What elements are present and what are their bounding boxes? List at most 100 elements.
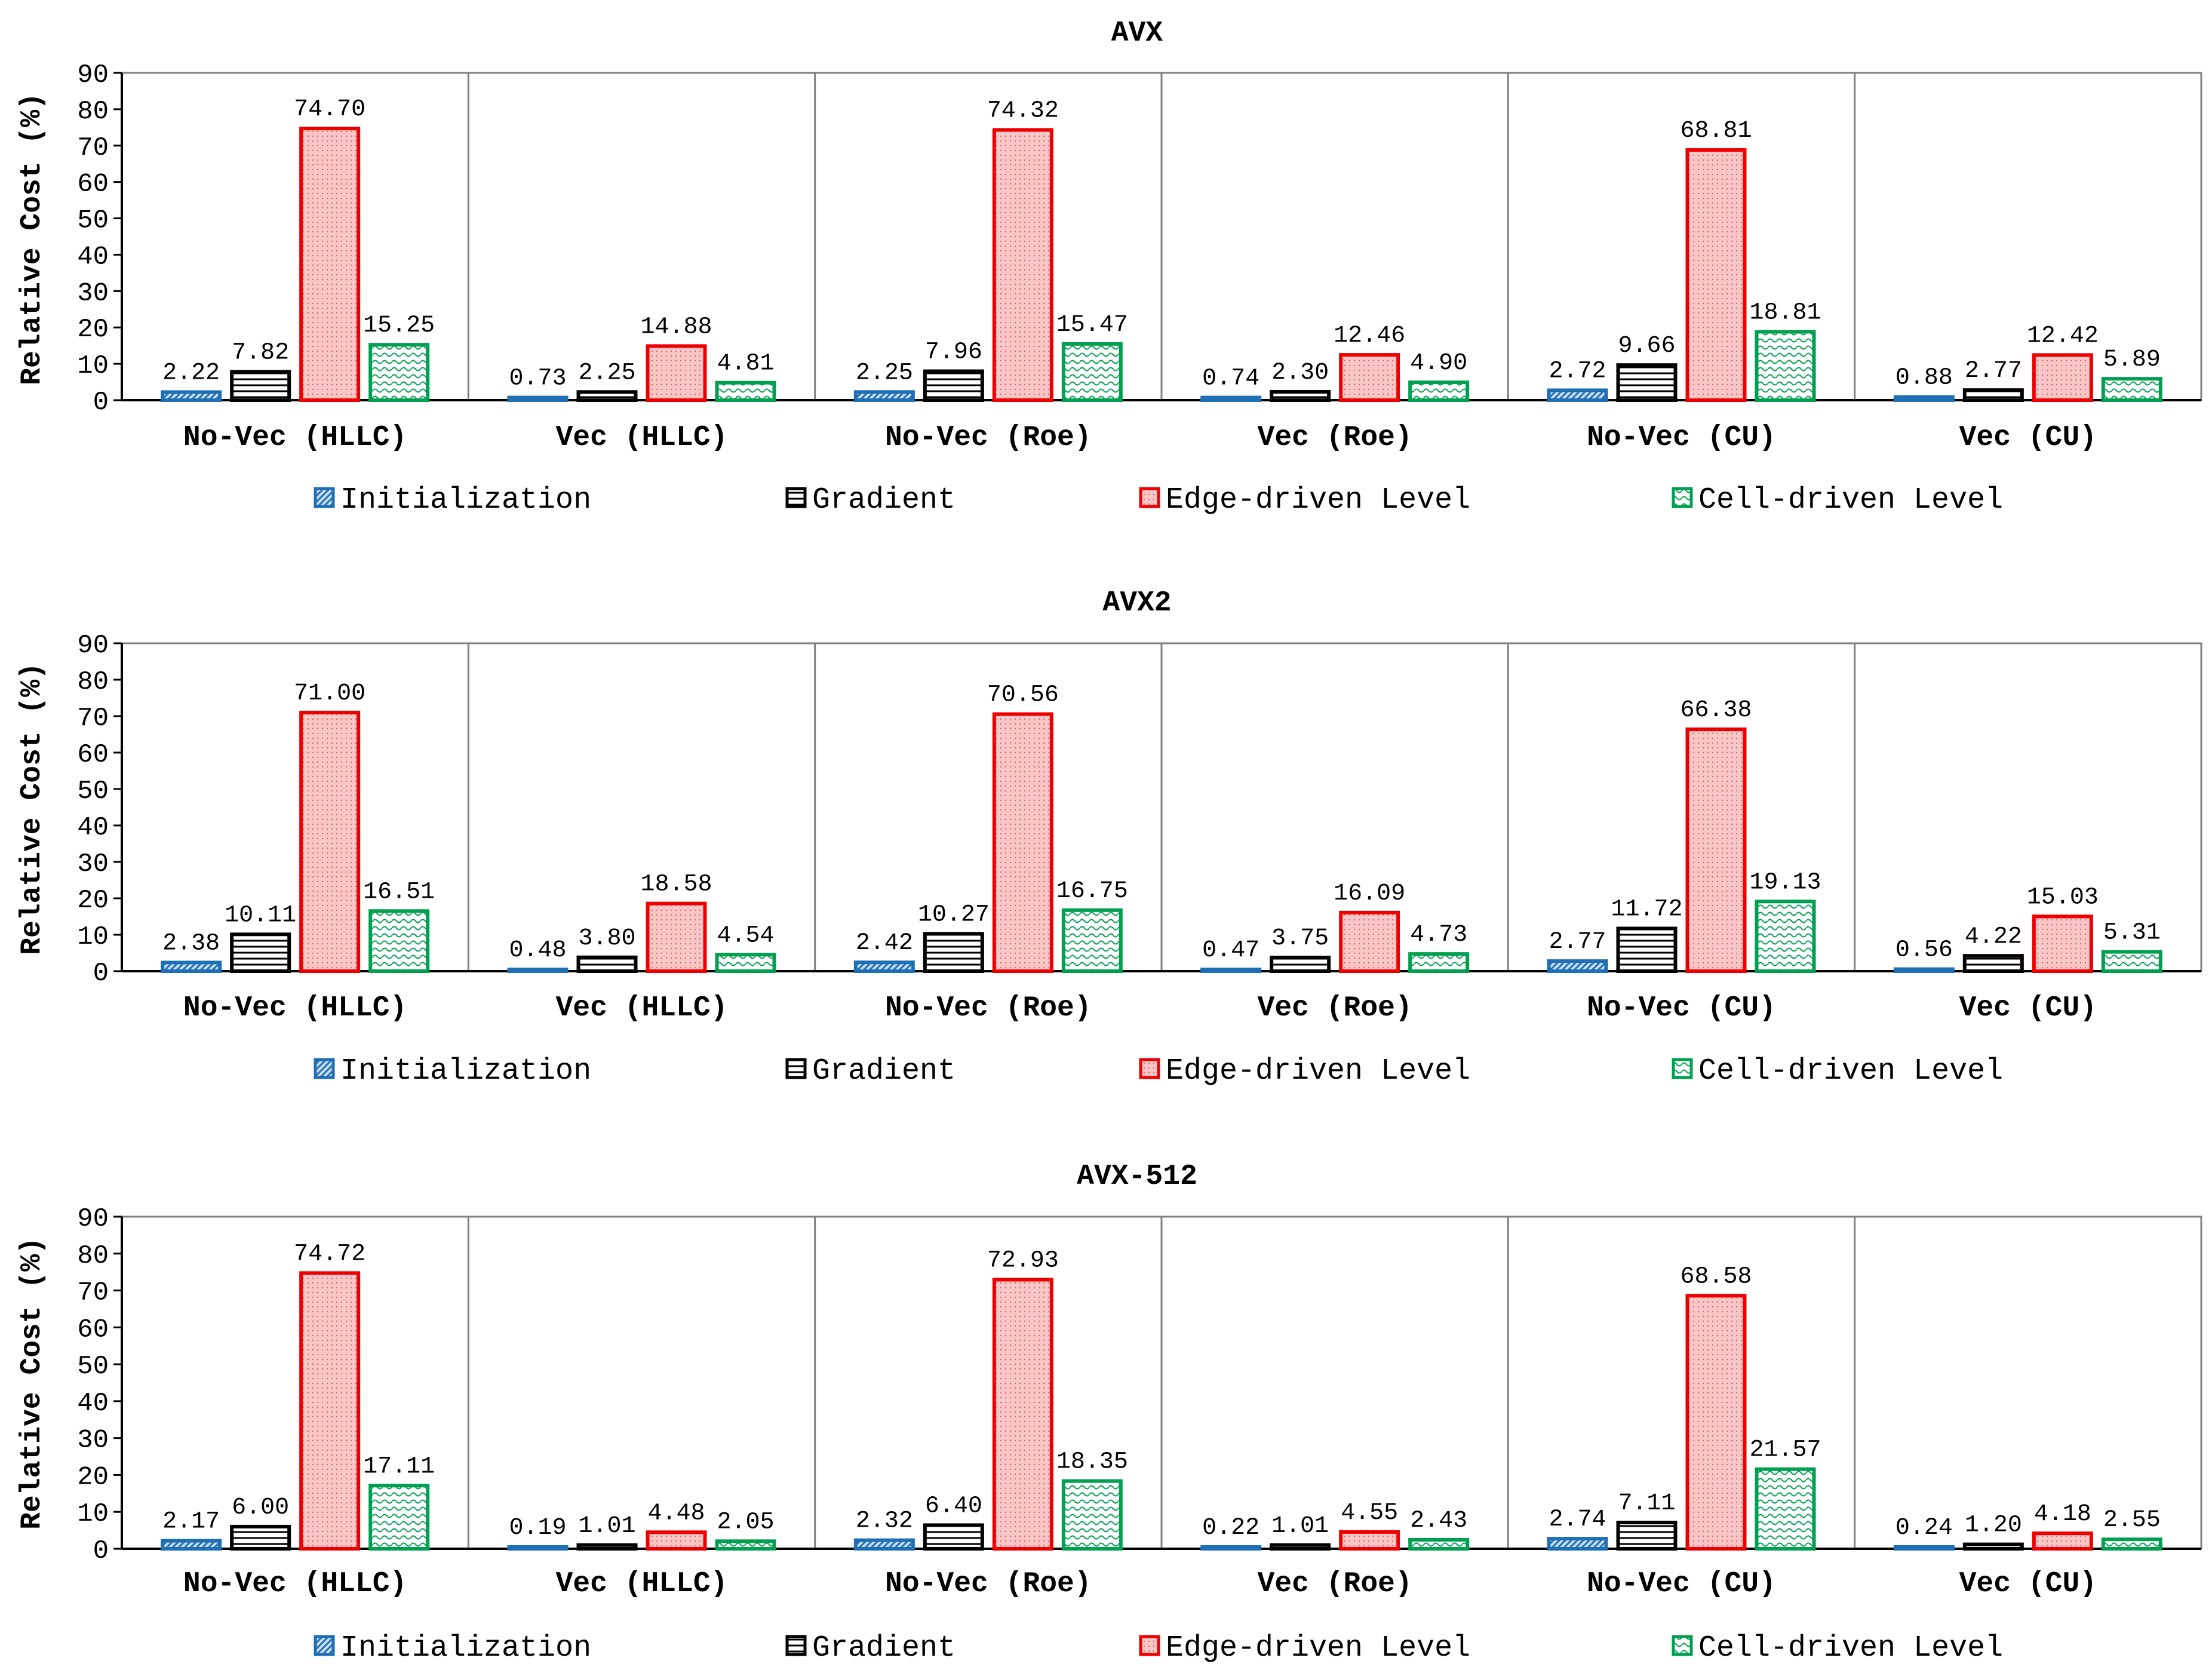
bar-edge-driven-level-1 bbox=[646, 901, 707, 973]
y-tick-label: 70 bbox=[77, 704, 109, 733]
legend-label: Gradient bbox=[812, 1054, 956, 1088]
legend-label: Cell-driven Level bbox=[1698, 483, 2003, 517]
data-label: 66.38 bbox=[1680, 697, 1752, 724]
legend-label: Edge-driven Level bbox=[1166, 483, 1470, 517]
category-label: Vec (Roe) bbox=[1258, 422, 1412, 454]
legend-swatch bbox=[314, 1058, 335, 1079]
legend-swatch bbox=[1139, 1635, 1160, 1656]
legend: Initialization Gradient Edge-driven Level C… bbox=[314, 483, 2003, 517]
y-tick-label: 20 bbox=[77, 315, 109, 345]
legend: Initialization Gradient Edge-driven Level C… bbox=[314, 1631, 2003, 1665]
data-label: 16.75 bbox=[1056, 878, 1128, 905]
data-label: 2.42 bbox=[856, 930, 913, 957]
legend-label: Edge-driven Level bbox=[1166, 1631, 1470, 1665]
y-tick-label: 10 bbox=[77, 1499, 109, 1529]
bar-cell-driven-level-1 bbox=[715, 953, 776, 974]
category-label: No-Vec (HLLC) bbox=[183, 422, 407, 454]
data-label: 2.25 bbox=[856, 360, 913, 386]
data-label: 4.81 bbox=[717, 351, 774, 377]
bar-gradient-5 bbox=[1962, 1542, 2024, 1551]
bar-cell-driven-level-5 bbox=[2101, 950, 2162, 974]
bar-cell-driven-level-2 bbox=[1061, 908, 1123, 973]
y-axis-ticks: 0 10 20 30 40 50 60 70 80 90 bbox=[77, 1204, 2201, 1566]
data-label: 16.51 bbox=[363, 879, 435, 905]
data-label: 7.96 bbox=[925, 339, 982, 366]
y-tick-label: 50 bbox=[77, 776, 109, 806]
bar-gradient-1 bbox=[576, 955, 638, 973]
bars: 2.22 0.73 2.25 0.74 2.72 0.88 7.82 2.25 7.96 2.30… bbox=[161, 96, 2162, 403]
y-tick-label: 80 bbox=[77, 667, 109, 697]
legend-swatch bbox=[1672, 487, 1693, 508]
bar-cell-driven-level-0 bbox=[368, 343, 430, 403]
y-axis-label: Relative Cost (%) bbox=[16, 662, 48, 955]
bar-edge-driven-level-2 bbox=[992, 712, 1053, 973]
category-labels: No-Vec (HLLC) Vec (HLLC) No-Vec (Roe) Vec (… bbox=[183, 422, 2097, 454]
bar-initialization-0 bbox=[161, 390, 222, 402]
data-label: 6.40 bbox=[925, 1493, 982, 1519]
data-label: 0.47 bbox=[1202, 937, 1259, 964]
bar-initialization-4 bbox=[1547, 1537, 1608, 1551]
y-tick-label: 0 bbox=[93, 959, 109, 989]
data-label: 5.31 bbox=[2103, 920, 2161, 947]
panel-avx: AVX Relative Cost (%) 0 10 20 30 40 50 60 70 80 9… bbox=[16, 17, 2202, 517]
bar-initialization-1 bbox=[507, 395, 569, 403]
bar-cell-driven-level-1 bbox=[715, 1539, 776, 1551]
data-label: 2.38 bbox=[162, 930, 220, 957]
category-label: Vec (Roe) bbox=[1258, 992, 1412, 1024]
y-tick-label: 60 bbox=[77, 1315, 109, 1344]
bar-edge-driven-level-4 bbox=[1685, 148, 1747, 402]
data-label: 2.30 bbox=[1271, 360, 1329, 386]
data-label: 14.88 bbox=[640, 314, 712, 340]
legend-swatch bbox=[314, 487, 335, 508]
data-label: 4.54 bbox=[717, 922, 774, 949]
bar-gradient-3 bbox=[1270, 1543, 1331, 1551]
y-tick-label: 80 bbox=[77, 97, 109, 127]
bar-initialization-5 bbox=[1893, 1545, 1955, 1551]
category-label: Vec (HLLC) bbox=[555, 422, 727, 454]
y-tick-label: 10 bbox=[77, 922, 109, 952]
bar-initialization-1 bbox=[507, 1545, 569, 1551]
legend-swatch bbox=[785, 487, 807, 508]
data-label: 4.73 bbox=[1410, 922, 1467, 948]
data-label: 10.11 bbox=[225, 902, 296, 929]
panel-avx-512: AVX-512 Relative Cost (%) 0 10 20 30 40 50 60 7… bbox=[16, 1161, 2202, 1665]
data-label: 74.70 bbox=[294, 96, 365, 123]
bar-edge-driven-level-3 bbox=[1339, 1530, 1400, 1551]
bar-edge-driven-level-1 bbox=[646, 1530, 707, 1551]
bar-cell-driven-level-3 bbox=[1408, 1537, 1470, 1551]
category-label: No-Vec (CU) bbox=[1587, 992, 1776, 1024]
bar-edge-driven-level-2 bbox=[992, 128, 1053, 402]
bar-initialization-4 bbox=[1547, 959, 1608, 974]
category-label: Vec (HLLC) bbox=[555, 992, 727, 1024]
category-label: No-Vec (Roe) bbox=[885, 422, 1092, 454]
legend-label: Gradient bbox=[812, 1631, 956, 1665]
bar-initialization-2 bbox=[853, 1538, 915, 1551]
data-label: 0.88 bbox=[1895, 365, 1953, 392]
bar-gradient-1 bbox=[576, 390, 638, 402]
data-label: 4.55 bbox=[1341, 1500, 1398, 1527]
data-label: 0.48 bbox=[509, 937, 566, 964]
legend-label: Cell-driven Level bbox=[1698, 1631, 2003, 1665]
data-label: 5.89 bbox=[2103, 346, 2161, 373]
bar-edge-driven-level-4 bbox=[1685, 727, 1747, 974]
bar-gradient-2 bbox=[923, 369, 984, 403]
y-tick-label: 0 bbox=[93, 388, 109, 418]
data-label: 4.22 bbox=[1965, 923, 2022, 950]
y-tick-label: 10 bbox=[77, 351, 109, 381]
category-label: Vec (Roe) bbox=[1258, 1568, 1412, 1600]
bar-cell-driven-level-0 bbox=[368, 1484, 430, 1551]
bar-edge-driven-level-3 bbox=[1339, 353, 1400, 402]
y-tick-label: 40 bbox=[77, 242, 109, 272]
data-label: 17.11 bbox=[363, 1453, 435, 1480]
panel-title: AVX bbox=[1111, 17, 1163, 50]
legend-label: Initialization bbox=[340, 1631, 591, 1665]
y-tick-label: 60 bbox=[77, 740, 109, 770]
data-label: 0.24 bbox=[1895, 1515, 1953, 1542]
data-label: 2.25 bbox=[578, 360, 635, 386]
legend-swatch bbox=[785, 1635, 807, 1656]
bar-initialization-2 bbox=[853, 960, 915, 974]
panel-gridlines bbox=[121, 1215, 2202, 1550]
bar-edge-driven-level-5 bbox=[2032, 1531, 2093, 1551]
bar-cell-driven-level-2 bbox=[1061, 342, 1123, 402]
data-label: 2.77 bbox=[1549, 929, 1606, 956]
